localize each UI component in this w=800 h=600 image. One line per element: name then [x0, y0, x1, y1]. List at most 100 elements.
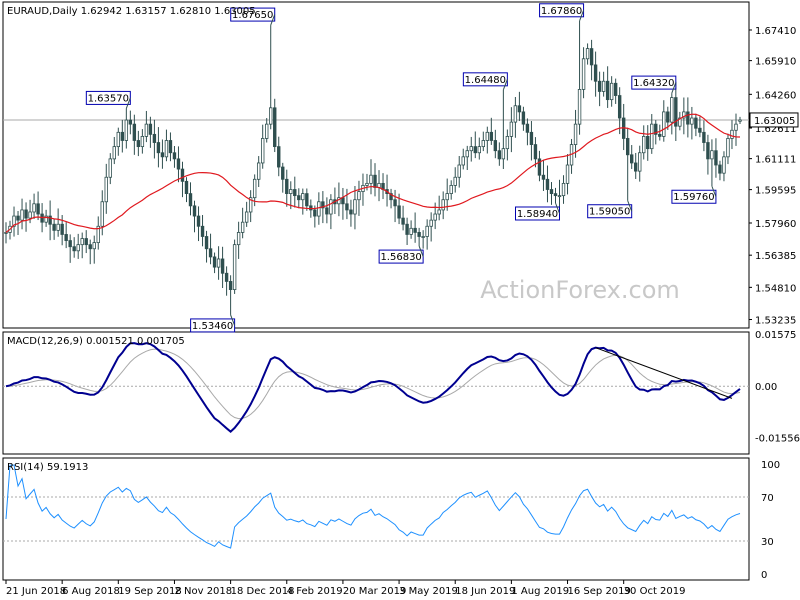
candle-body: [293, 189, 297, 197]
candle-body: [706, 142, 710, 160]
candle-body: [585, 48, 590, 60]
candle-body: [152, 133, 157, 143]
candle-body: [345, 203, 349, 211]
candle-body: [613, 82, 618, 96]
candle-body: [501, 148, 506, 160]
y-tick-label: 1.67410: [755, 26, 796, 37]
price-label-leader: [555, 202, 560, 214]
candle-body: [650, 123, 654, 150]
candle-body: [573, 123, 578, 145]
candle-body: [581, 58, 586, 90]
candle-body: [726, 138, 730, 158]
rsi-header: RSI(14) 59.1913: [7, 462, 88, 473]
rsi-y-tick-label: 70: [761, 493, 774, 504]
candle-body: [309, 205, 313, 211]
candle-body: [597, 80, 602, 92]
price-label-leader: [579, 10, 585, 21]
price-label-text: 1.58940: [517, 209, 558, 220]
candle-body: [297, 195, 301, 201]
candle-body: [148, 123, 153, 135]
candle-body: [305, 193, 309, 207]
candle-body: [509, 121, 514, 137]
x-tick-label: 30 Oct 2019: [624, 586, 686, 597]
candle-body: [605, 80, 610, 101]
candle-body: [112, 146, 116, 160]
price-label-text: 1.67650: [232, 10, 273, 21]
candle-body: [658, 133, 662, 137]
price-label-text: 1.63570: [88, 93, 129, 104]
price-label-text: 1.59050: [589, 207, 630, 218]
rsi-y-tick-label: 0: [761, 570, 767, 581]
candle-body: [722, 156, 726, 174]
candle-body: [730, 129, 734, 139]
candle-body: [289, 189, 293, 194]
candle-body: [525, 123, 530, 133]
candle-body: [108, 158, 112, 178]
candle-body: [44, 215, 48, 223]
price-label-leader: [418, 245, 424, 257]
candle-body: [437, 209, 441, 215]
candle-body: [497, 150, 502, 160]
candle-body: [160, 152, 165, 158]
macd-line: [5, 342, 741, 433]
candle-body: [521, 111, 526, 125]
moving-average-line: [5, 113, 741, 233]
candle-body: [184, 180, 189, 194]
price-label-text: 1.59760: [673, 192, 714, 203]
price-label-leader: [270, 14, 276, 26]
rsi-y-tick-label: 100: [761, 460, 780, 471]
candle-body: [734, 123, 738, 131]
macd-y-tick-label: -0.015568: [755, 434, 800, 445]
candle-body: [565, 164, 570, 184]
candle-body: [84, 238, 88, 246]
candle-body: [156, 142, 161, 154]
candle-body: [738, 119, 742, 122]
candle-body: [40, 213, 44, 223]
candle-body: [710, 150, 714, 160]
candle-body: [537, 158, 542, 176]
candle-body: [60, 223, 64, 235]
candle-body: [561, 182, 566, 197]
candle-body: [698, 127, 702, 133]
panel-frame-macd: [2, 331, 750, 455]
macd-y-tick-label: 0.01575: [755, 330, 796, 341]
y-tick-label: 1.54810: [755, 283, 796, 294]
candle-body: [461, 156, 465, 166]
candle-body: [32, 203, 36, 213]
candle-body: [220, 258, 225, 274]
candle-body: [413, 227, 417, 233]
candle-body: [694, 117, 698, 129]
candle-body: [56, 223, 60, 231]
price-label-leader: [230, 314, 236, 326]
candle-body: [188, 193, 193, 207]
candle-body: [425, 225, 429, 237]
candle-body: [481, 140, 486, 148]
candle-body: [192, 205, 197, 217]
candle-body: [549, 189, 554, 194]
candle-body: [453, 176, 457, 186]
candle-body: [64, 234, 68, 241]
candles: [4, 20, 742, 315]
rsi-line: [5, 464, 741, 549]
candle-body: [100, 201, 104, 227]
candle-body: [433, 213, 437, 221]
candle-body: [577, 89, 582, 125]
candle-body: [642, 136, 646, 154]
candle-body: [702, 131, 706, 143]
candle-body: [20, 209, 24, 221]
macd-trendline: [595, 347, 733, 399]
candle-body: [670, 97, 674, 123]
candle-body: [529, 131, 534, 145]
price-label-leader: [711, 186, 717, 197]
candle-body: [393, 199, 397, 207]
price-label-text: 1.64320: [633, 78, 674, 89]
candle-body: [441, 199, 445, 211]
candle-body: [248, 197, 253, 213]
macd-header: MACD(12,26,9) 0.001521 0.001705: [7, 336, 185, 347]
candle-body: [216, 258, 221, 268]
price-label-text: 1.56830: [380, 252, 421, 263]
candle-body: [200, 225, 205, 237]
candle-body: [96, 225, 100, 244]
candle-body: [417, 232, 421, 237]
